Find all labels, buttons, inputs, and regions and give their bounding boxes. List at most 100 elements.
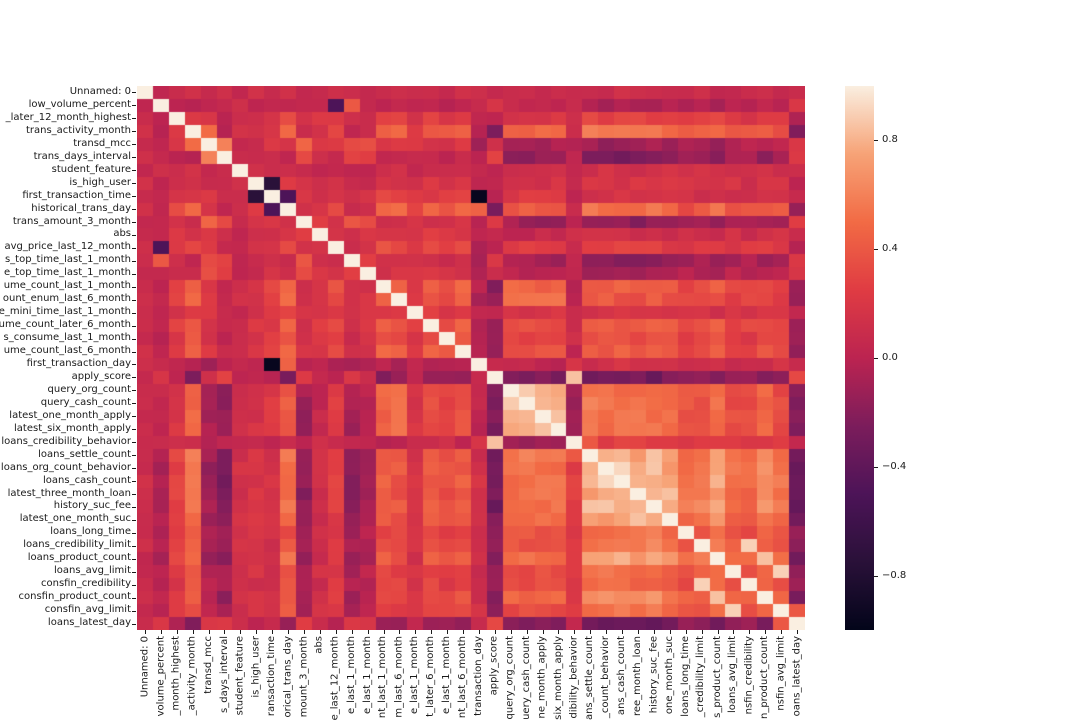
y-tick-mark	[132, 312, 136, 314]
y-tick-label: trans_amount_3_month	[12, 215, 131, 227]
colorbar-tick-mark	[874, 358, 878, 359]
x-tick-label: transaction_day	[472, 636, 484, 716]
x-tick-label: apply_score	[488, 636, 500, 696]
heatmap-canvas	[137, 86, 805, 630]
x-tick-mark	[383, 630, 385, 634]
colorbar-tick-label: 0.4	[882, 243, 898, 255]
x-tick-label: transd_mcc	[202, 636, 214, 694]
y-tick-label: e_top_time_last_1_month	[4, 267, 131, 279]
y-tick-mark	[132, 351, 136, 353]
y-axis-tick-labels: Unnamed: 0 low_volume_percent _later_12_mo…	[0, 86, 133, 630]
y-tick-mark	[132, 299, 136, 301]
y-tick-label: consfin_product_count	[18, 591, 131, 603]
x-tick-mark	[765, 630, 767, 634]
y-tick-mark	[132, 416, 136, 418]
y-tick-mark	[132, 558, 136, 560]
y-tick-mark	[132, 183, 136, 185]
y-tick-label: loans_avg_limit	[54, 565, 131, 577]
y-tick-label: history_suc_fee	[53, 500, 131, 512]
x-tick-mark	[351, 630, 353, 634]
y-tick-mark	[132, 545, 136, 547]
colorbar-tick-mark	[874, 249, 878, 251]
y-tick-label: apply_score	[71, 370, 131, 382]
y-tick-mark	[132, 519, 136, 521]
x-tick-mark	[447, 630, 449, 634]
y-tick-mark	[132, 325, 136, 327]
x-tick-mark	[638, 630, 639, 634]
y-tick-mark	[132, 532, 136, 534]
y-tick-mark	[132, 584, 136, 586]
x-tick-label: m_last_6_month	[393, 636, 405, 718]
x-tick-label: _credibility_limit	[695, 636, 707, 718]
x-tick-label: Unnamed: 0	[138, 636, 150, 698]
y-tick-mark	[132, 170, 136, 172]
x-tick-mark	[208, 630, 210, 634]
y-tick-label: latest_three_month_loan	[7, 487, 131, 499]
y-tick-label: avg_price_last_12_month	[4, 241, 132, 253]
x-tick-label: student_feature	[234, 636, 246, 716]
y-tick-label: trans_days_interval	[33, 150, 131, 162]
y-tick-mark	[132, 209, 136, 211]
y-tick-mark	[132, 338, 136, 340]
x-tick-mark	[606, 630, 608, 634]
y-tick-mark	[132, 157, 136, 159]
colorbar-tick-mark	[874, 140, 878, 142]
x-tick-mark	[367, 630, 369, 634]
x-tick-mark	[288, 630, 290, 634]
x-tick-mark	[749, 630, 751, 634]
x-tick-mark	[319, 630, 321, 634]
y-tick-mark	[132, 442, 136, 444]
x-tick-label: nsfin_credibility	[743, 636, 755, 715]
y-tick-mark	[132, 623, 136, 625]
x-tick-mark	[733, 630, 735, 634]
x-tick-mark	[542, 630, 544, 634]
y-tick-mark	[132, 247, 136, 249]
x-tick-mark	[224, 630, 226, 634]
x-axis-tick-labels: Unnamed: 0 volume_percent _month_highest _a…	[0, 634, 1080, 720]
colorbar-tick-mark	[874, 466, 878, 468]
y-tick-label: consfin_credibility	[41, 578, 131, 590]
y-tick-mark	[132, 390, 136, 392]
colorbar-tick-label: −0.8	[882, 569, 907, 581]
x-tick-label: _month_highest	[170, 636, 182, 716]
y-tick-mark	[132, 571, 136, 573]
x-tick-label: _activity_month	[186, 636, 198, 716]
y-tick-label: Unnamed: 0	[69, 86, 131, 97]
colorbar-gradient	[845, 86, 874, 630]
x-tick-label: _count_behavior	[600, 636, 612, 719]
x-tick-label: e_last_1_month	[345, 636, 357, 715]
y-tick-label: abs	[113, 228, 131, 240]
y-tick-label: ume_count_last_1_month	[3, 280, 131, 292]
x-tick-label: mount_3_month	[298, 636, 309, 718]
x-tick-mark	[669, 630, 671, 634]
y-tick-mark	[132, 429, 136, 431]
y-tick-mark	[132, 506, 136, 508]
y-tick-label: ount_enum_last_6_month	[2, 293, 131, 305]
y-tick-mark	[132, 131, 136, 133]
x-tick-mark	[478, 630, 480, 634]
y-tick-mark	[132, 234, 136, 236]
x-tick-label: e_last_12_month	[329, 636, 341, 720]
y-tick-mark	[132, 455, 136, 457]
x-tick-mark	[415, 630, 417, 634]
x-tick-label: ree_month_loan	[632, 636, 643, 717]
y-tick-mark	[132, 222, 136, 223]
x-tick-mark	[463, 630, 465, 634]
x-tick-mark	[558, 630, 560, 634]
x-tick-label: e_last_1_month	[361, 636, 373, 715]
y-tick-label: student_feature	[51, 163, 131, 175]
x-tick-mark	[240, 630, 242, 634]
y-tick-label: query_cash_count	[40, 396, 131, 408]
x-tick-label: loans_avg_limit	[727, 636, 739, 713]
y-tick-label: _later_12_month_highest	[5, 111, 131, 123]
x-tick-label: one_month_suc	[663, 636, 675, 715]
y-tick-mark	[132, 597, 136, 599]
x-tick-mark	[622, 630, 624, 634]
y-tick-label: historical_trans_day	[31, 202, 131, 214]
y-tick-label: s_consume_last_1_month	[3, 332, 131, 344]
y-tick-label: latest_six_month_apply	[14, 422, 131, 434]
colorbar-tick-label: 0.8	[882, 134, 898, 146]
y-tick-mark	[132, 260, 136, 262]
y-tick-label: s_top_time_last_1_month	[4, 254, 131, 266]
